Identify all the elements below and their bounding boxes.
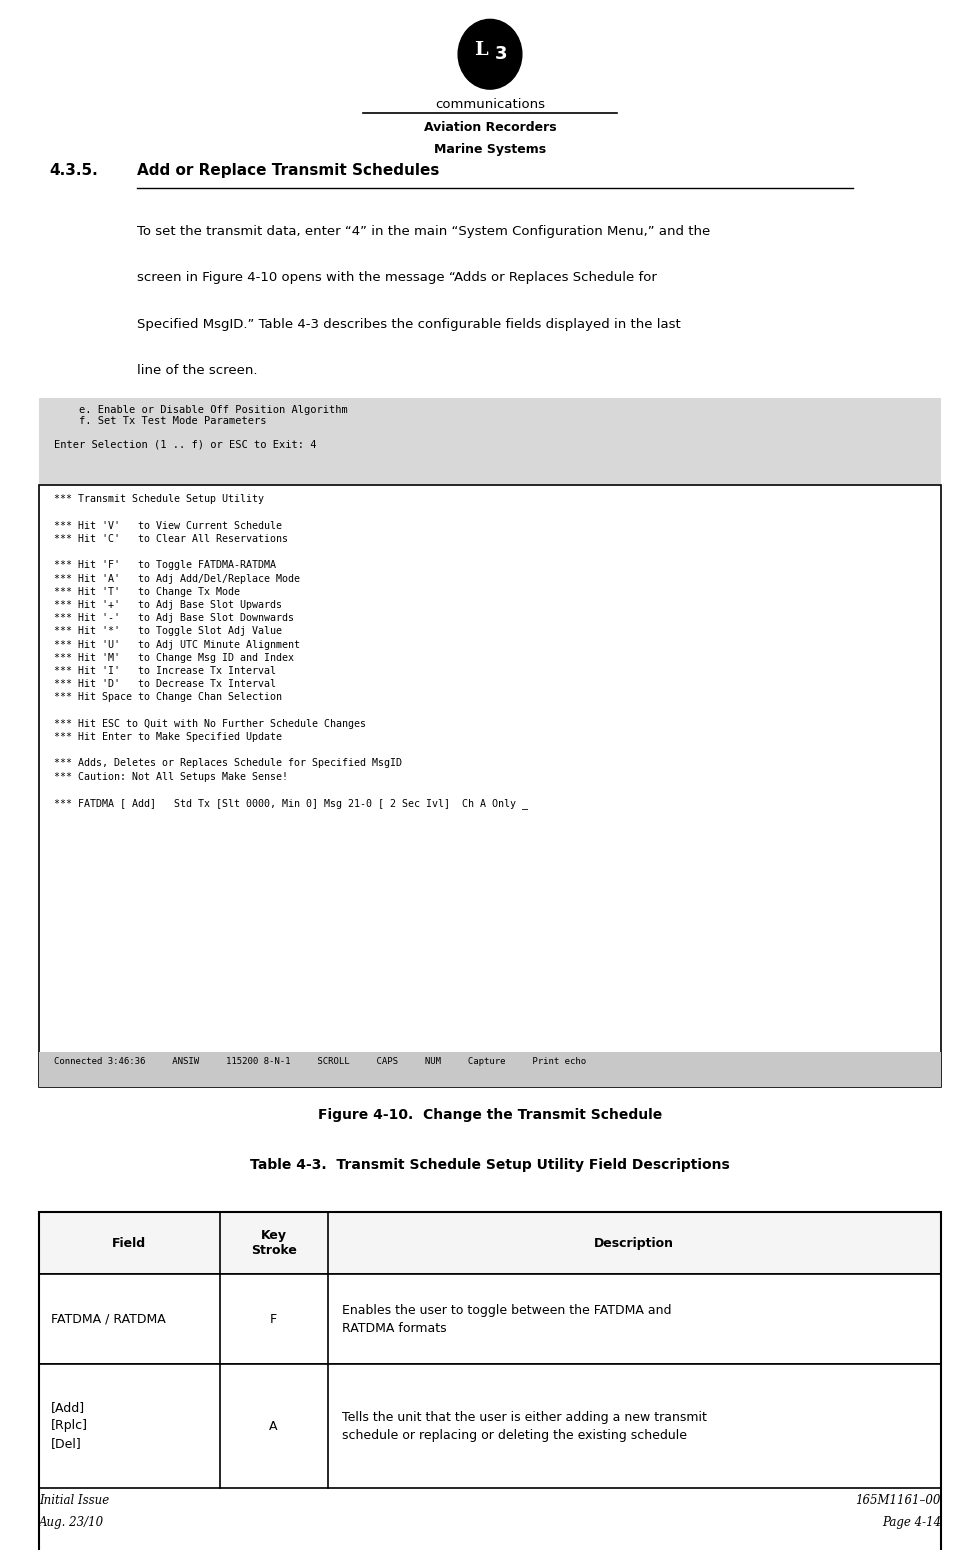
Text: Description: Description	[594, 1237, 674, 1249]
FancyBboxPatch shape	[39, 1212, 941, 1274]
Text: 3: 3	[495, 45, 507, 64]
Text: Aviation Recorders: Aviation Recorders	[423, 121, 557, 133]
Text: F: F	[270, 1313, 277, 1325]
Text: *** Transmit Schedule Setup Utility

*** Hit 'V'   to View Current Schedule
*** : *** Transmit Schedule Setup Utility *** …	[54, 494, 528, 809]
Text: Key
Stroke: Key Stroke	[251, 1229, 297, 1257]
Text: communications: communications	[435, 98, 545, 110]
Text: Aug. 23/10: Aug. 23/10	[39, 1516, 104, 1528]
Text: Marine Systems: Marine Systems	[434, 143, 546, 155]
Text: A: A	[270, 1420, 278, 1432]
FancyBboxPatch shape	[39, 1274, 941, 1364]
Text: FATDMA / RATDMA: FATDMA / RATDMA	[51, 1313, 166, 1325]
Text: L: L	[474, 40, 488, 59]
Text: Tells the unit that the user is either adding a new transmit
schedule or replaci: Tells the unit that the user is either a…	[342, 1410, 708, 1442]
Text: Initial Issue: Initial Issue	[39, 1494, 110, 1507]
Text: screen in Figure 4‑10 opens with the message “Adds or Replaces Schedule for: screen in Figure 4‑10 opens with the mes…	[137, 271, 657, 284]
Text: Table 4‑3.  Transmit Schedule Setup Utility Field Descriptions: Table 4‑3. Transmit Schedule Setup Utili…	[250, 1158, 730, 1172]
Text: Field: Field	[113, 1237, 146, 1249]
FancyBboxPatch shape	[39, 1364, 941, 1488]
Text: Connected 3:46:36     ANSIW     115200 8-N-1     SCROLL     CAPS     NUM     Cap: Connected 3:46:36 ANSIW 115200 8-N-1 SCR…	[54, 1057, 586, 1066]
Text: Specified MsgID.” Table 4‑3 describes the configurable fields displayed in the l: Specified MsgID.” Table 4‑3 describes th…	[137, 318, 681, 330]
Text: Page 4-14: Page 4-14	[882, 1516, 941, 1528]
Text: 4.3.5.: 4.3.5.	[49, 163, 98, 178]
Text: e. Enable or Disable Off Position Algorithm
    f. Set Tx Test Mode Parameters

: e. Enable or Disable Off Position Algori…	[54, 405, 348, 449]
FancyBboxPatch shape	[39, 485, 941, 1087]
Text: line of the screen.: line of the screen.	[137, 364, 258, 377]
Text: Enables the user to toggle between the FATDMA and
RATDMA formats: Enables the user to toggle between the F…	[342, 1304, 672, 1335]
Text: [Add]
[Rplc]
[Del]: [Add] [Rplc] [Del]	[51, 1401, 88, 1451]
Text: 165M1161–00: 165M1161–00	[856, 1494, 941, 1507]
FancyBboxPatch shape	[39, 1052, 941, 1087]
Text: Figure 4‑10.  Change the Transmit Schedule: Figure 4‑10. Change the Transmit Schedul…	[318, 1108, 662, 1122]
Text: To set the transmit data, enter “4” in the main “System Configuration Menu,” and: To set the transmit data, enter “4” in t…	[137, 225, 710, 237]
Text: Add or Replace Transmit Schedules: Add or Replace Transmit Schedules	[137, 163, 440, 178]
FancyBboxPatch shape	[39, 398, 941, 484]
Ellipse shape	[458, 19, 521, 88]
